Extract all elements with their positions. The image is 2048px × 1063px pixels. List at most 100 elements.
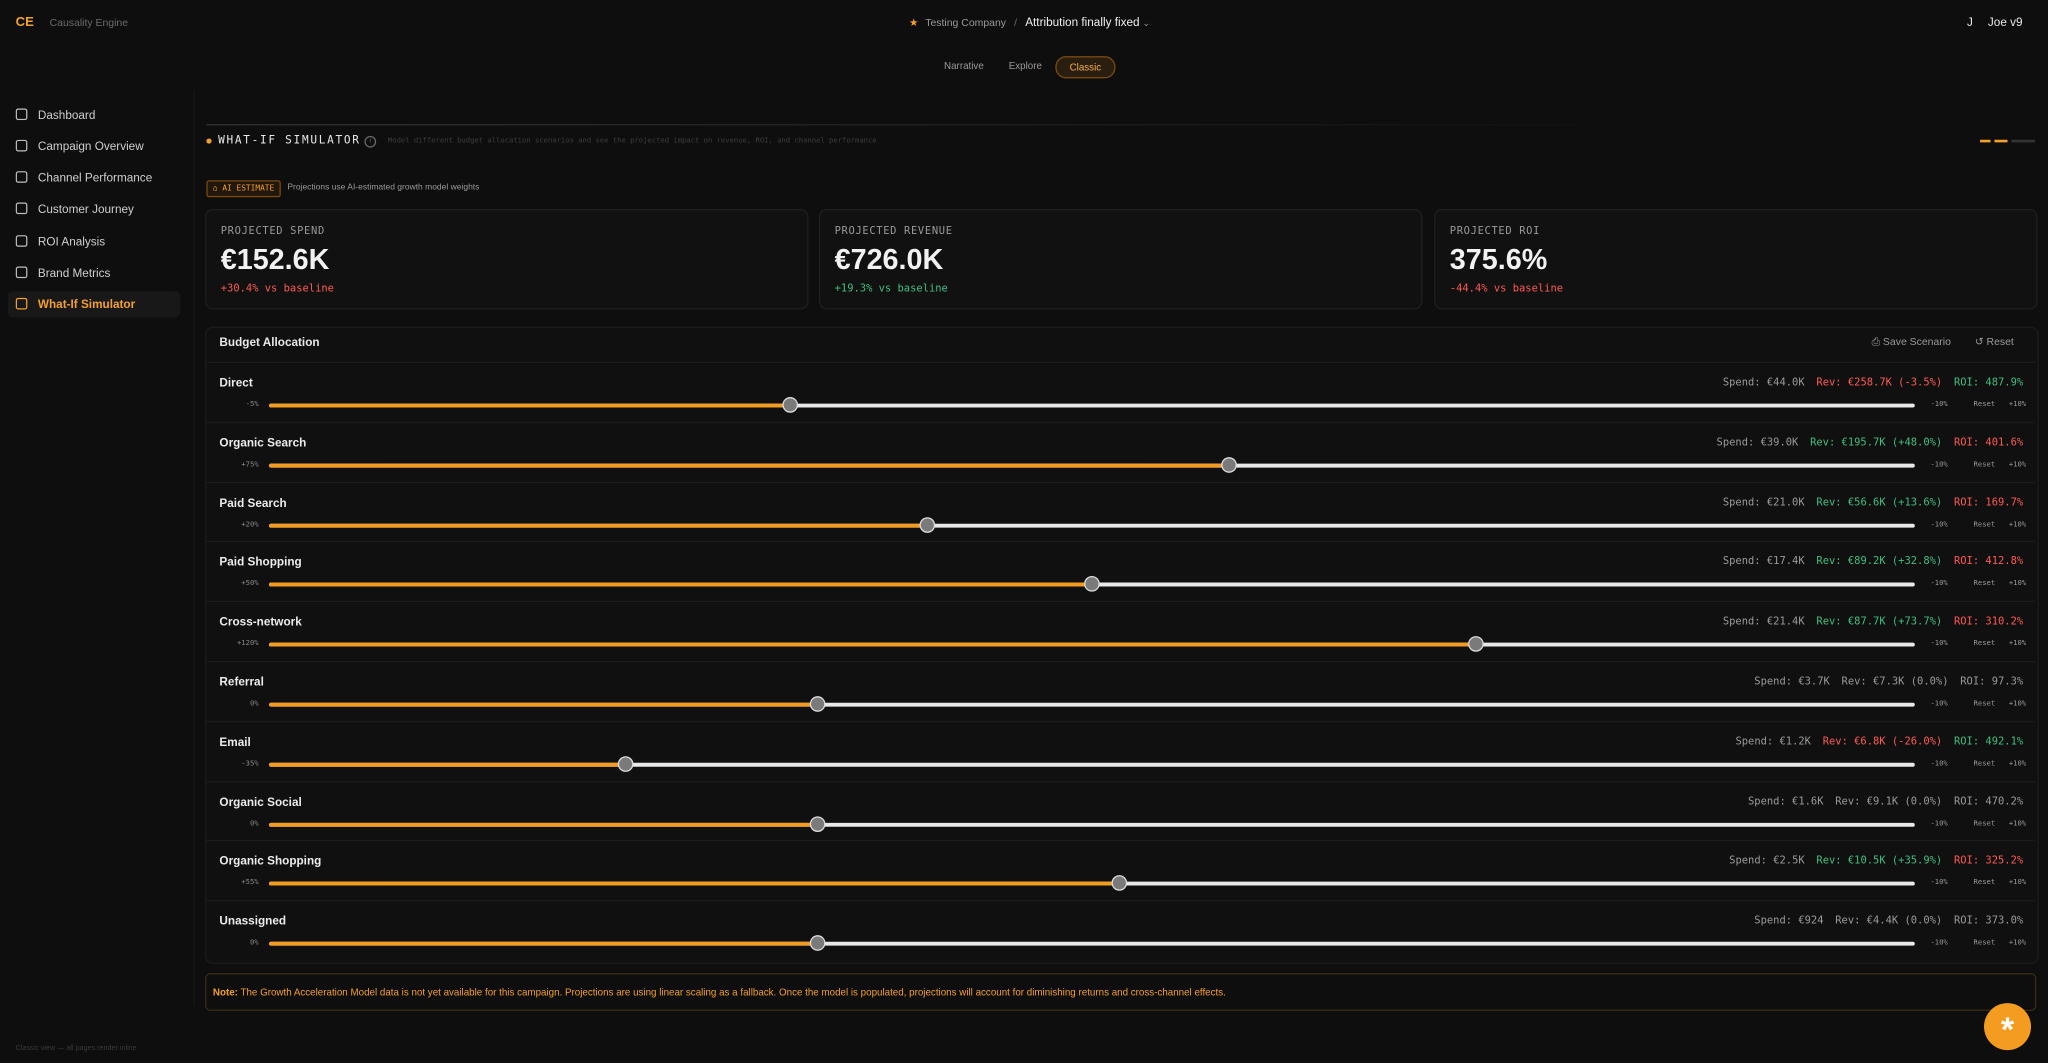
channel-name: Paid Search xyxy=(219,495,287,509)
nav-label[interactable]: ROI Analysis xyxy=(37,235,106,249)
save-label[interactable]: Save Scenario xyxy=(1882,335,1951,348)
assistant-button[interactable]: * xyxy=(1983,1003,2032,1051)
row-control[interactable]: Reset xyxy=(1973,640,1996,649)
row-control[interactable]: -10% xyxy=(1930,520,1948,529)
nav-label[interactable]: Customer Journey xyxy=(37,202,134,216)
slider-track[interactable] xyxy=(269,935,1915,952)
row-control[interactable]: -10% xyxy=(1930,759,1948,768)
row-control[interactable]: -10% xyxy=(1930,879,1948,888)
project[interactable]: Attribution finally fixed xyxy=(1025,15,1140,29)
tab[interactable]: Narrative xyxy=(944,60,984,72)
nav-label[interactable]: What-If Simulator xyxy=(37,297,136,311)
row-control[interactable]: +10% xyxy=(2008,460,2027,469)
slider-knob[interactable] xyxy=(1111,875,1128,892)
nav-item[interactable]: ROI Analysis xyxy=(8,229,180,255)
row-control[interactable]: +10% xyxy=(2008,640,2027,649)
kpi-delta: +19.3% vs baseline xyxy=(834,282,948,294)
row-control[interactable]: +10% xyxy=(2008,819,2027,828)
row-control[interactable]: Reset xyxy=(1973,580,1996,589)
row-control[interactable]: +10% xyxy=(2008,879,2027,888)
row-control[interactable]: -10% xyxy=(1930,460,1948,469)
slider-fill xyxy=(269,403,791,408)
nav-item[interactable]: Channel Performance xyxy=(8,165,180,191)
row-control[interactable]: Reset xyxy=(1973,520,1996,529)
row-control[interactable]: +10% xyxy=(2008,520,2027,529)
slider-track[interactable] xyxy=(269,815,1915,832)
nav-icon xyxy=(15,235,28,247)
slider-track[interactable] xyxy=(269,696,1915,712)
row-control[interactable]: Reset xyxy=(1973,700,1996,708)
slider-track[interactable] xyxy=(269,516,1915,533)
slider-knob[interactable] xyxy=(919,516,936,533)
nav-item[interactable]: Campaign Overview xyxy=(8,133,180,159)
spend: Spend: €924 xyxy=(1754,914,1824,927)
row-control[interactable]: +10% xyxy=(2008,400,2027,409)
row-control[interactable]: +10% xyxy=(2008,580,2027,589)
row-control[interactable]: Reset xyxy=(1973,939,1996,948)
reset-all[interactable]: ↺ Reset xyxy=(1974,335,2014,348)
slider-knob[interactable] xyxy=(809,815,826,832)
save-scenario[interactable]: ⎙ Save Scenario xyxy=(1871,335,1951,348)
channel-row: Unassigned Spend: €924 Rev: €4.4K (0.0%) RO… xyxy=(206,900,2035,961)
user-name[interactable]: Joe v9 xyxy=(1987,15,2023,29)
row-control[interactable]: Reset xyxy=(1973,879,1996,888)
info-icon[interactable]: i xyxy=(364,135,377,148)
slider-knob[interactable] xyxy=(782,397,799,413)
section-title: WHAT-IF SIMULATOR xyxy=(218,134,361,148)
row-control[interactable]: -10% xyxy=(1930,640,1948,649)
nav-item[interactable]: Brand Metrics xyxy=(8,260,180,286)
company[interactable]: Testing Company xyxy=(925,16,1006,29)
channel-name: Unassigned xyxy=(219,914,287,928)
progress xyxy=(2011,139,2035,143)
row-control[interactable]: +10% xyxy=(2008,700,2027,708)
slider-track[interactable] xyxy=(269,875,1915,892)
kpi-card: PROJECTED REVENUE €726.0K +19.3% vs baseli… xyxy=(818,208,1423,310)
row-control[interactable]: -10% xyxy=(1930,819,1948,828)
slider-track[interactable] xyxy=(269,576,1915,593)
row-control[interactable]: +10% xyxy=(2008,939,2027,948)
roi: ROI: 373.0% xyxy=(1953,914,2024,927)
tab[interactable]: Classic xyxy=(1055,56,1116,79)
slider-knob[interactable] xyxy=(1468,636,1484,652)
row-control[interactable]: +10% xyxy=(2008,759,2027,768)
reset-label[interactable]: Reset xyxy=(1986,335,2014,348)
nav-label[interactable]: Brand Metrics xyxy=(37,266,111,280)
spend: Spend: €17.4K xyxy=(1722,555,1805,568)
tab[interactable]: Explore xyxy=(1008,60,1042,72)
nav-item[interactable]: Dashboard xyxy=(8,102,180,128)
kpi-label: PROJECTED ROI xyxy=(1449,224,1541,237)
nav-icon xyxy=(15,139,28,152)
row-control[interactable]: -10% xyxy=(1930,700,1948,708)
kpi-label: PROJECTED REVENUE xyxy=(834,224,953,237)
slider-knob[interactable] xyxy=(1084,576,1100,593)
slider-track[interactable] xyxy=(269,755,1915,772)
slider-knob[interactable] xyxy=(809,935,826,952)
revenue: Rev: €195.7K (+48.0%) xyxy=(1810,435,1943,448)
nav-item[interactable]: What-If Simulator xyxy=(7,291,181,318)
adjustment-label: -5% xyxy=(245,400,259,409)
chevron[interactable]: ⌄ xyxy=(1142,19,1151,29)
nav-label[interactable]: Campaign Overview xyxy=(37,139,144,153)
slider-track[interactable] xyxy=(269,636,1915,652)
slider-knob[interactable] xyxy=(1221,456,1237,473)
revenue: Rev: €7.3K (0.0%) xyxy=(1841,675,1949,688)
nav-label[interactable]: Channel Performance xyxy=(37,171,153,185)
kpi-delta: +30.4% vs baseline xyxy=(220,282,334,294)
row-control[interactable]: -10% xyxy=(1930,400,1948,409)
nav-label[interactable]: Dashboard xyxy=(37,108,96,122)
row-control[interactable]: -10% xyxy=(1930,580,1948,589)
slider-knob[interactable] xyxy=(617,755,634,772)
row-control[interactable]: -10% xyxy=(1930,939,1948,948)
nav-item[interactable]: Customer Journey xyxy=(8,196,180,222)
row-control[interactable]: Reset xyxy=(1973,819,1996,828)
kpi-value: €152.6K xyxy=(220,242,330,276)
note-text: The Growth Acceleration Model data is no… xyxy=(240,986,1226,998)
slider-track[interactable] xyxy=(269,397,1915,413)
slider-knob[interactable] xyxy=(809,696,826,712)
spend: Spend: €39.0K xyxy=(1716,435,1799,448)
separator: / xyxy=(1014,16,1018,29)
row-control[interactable]: Reset xyxy=(1973,400,1996,409)
row-control[interactable]: Reset xyxy=(1973,460,1996,469)
slider-track[interactable] xyxy=(269,456,1915,473)
row-control[interactable]: Reset xyxy=(1973,759,1996,768)
